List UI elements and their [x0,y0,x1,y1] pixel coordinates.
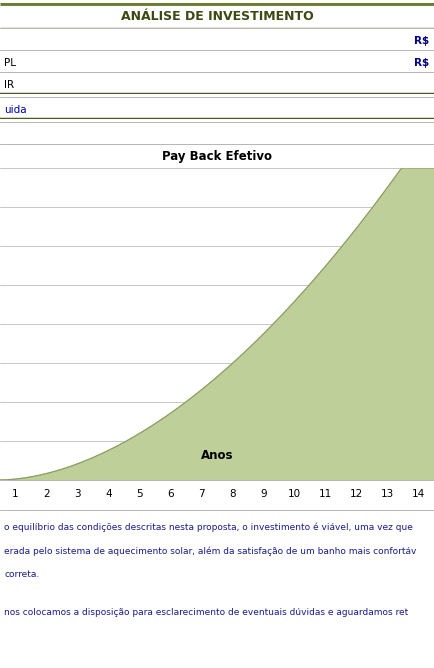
Text: correta.: correta. [4,570,39,579]
Text: 14: 14 [412,489,425,499]
Text: 4: 4 [105,489,112,499]
Text: Pay Back Efetivo: Pay Back Efetivo [162,150,272,163]
Text: 13: 13 [381,489,394,499]
Text: 7: 7 [198,489,205,499]
Text: 9: 9 [260,489,267,499]
Text: 1: 1 [12,489,19,499]
Text: 3: 3 [74,489,81,499]
Text: 12: 12 [350,489,363,499]
Text: Anos: Anos [201,448,233,462]
Polygon shape [0,168,434,480]
Text: uida: uida [4,105,27,115]
Text: o equilíbrio das condições descritas nesta proposta, o investimento é viável, um: o equilíbrio das condições descritas nes… [4,522,413,532]
Text: nos colocamos a disposição para esclarecimento de eventuais dúvidas e aguardamos: nos colocamos a disposição para esclarec… [4,608,408,617]
Text: 10: 10 [288,489,301,499]
Text: R$: R$ [414,57,430,67]
Text: 8: 8 [229,489,236,499]
Text: PL: PL [4,57,16,67]
Text: erada pelo sistema de aquecimento solar, além da satisfação de um banho mais con: erada pelo sistema de aquecimento solar,… [4,546,417,556]
Text: IR: IR [4,79,14,90]
Text: 5: 5 [136,489,143,499]
Text: ANÁLISE DE INVESTIMENTO: ANÁLISE DE INVESTIMENTO [121,9,313,23]
Text: 6: 6 [167,489,174,499]
Text: 11: 11 [319,489,332,499]
Text: R$: R$ [414,36,430,46]
Text: 2: 2 [43,489,50,499]
